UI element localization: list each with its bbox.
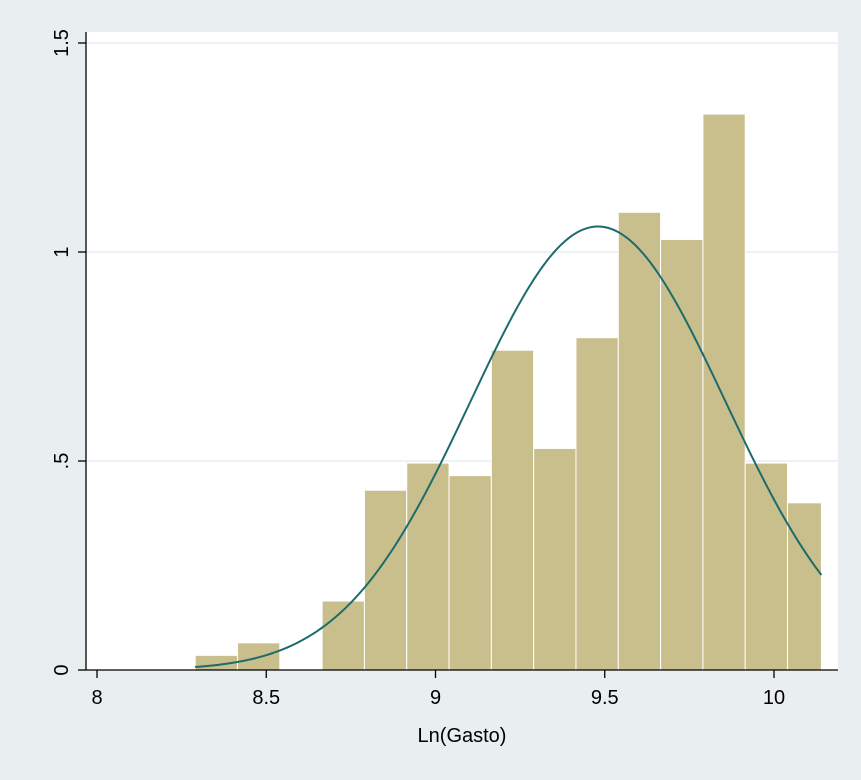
histogram-bar bbox=[533, 447, 577, 671]
histogram-bar bbox=[617, 211, 662, 671]
histogram-bar bbox=[744, 462, 789, 671]
histogram-bar bbox=[236, 642, 281, 671]
x-tick-label: 10 bbox=[763, 687, 785, 709]
x-axis-title: Ln(Gasto) bbox=[418, 725, 507, 747]
y-tick-label: 1 bbox=[51, 246, 73, 257]
y-tick-label: .5 bbox=[51, 453, 73, 470]
histogram-bar bbox=[575, 337, 619, 671]
histogram-bar bbox=[702, 113, 746, 671]
histogram-bar bbox=[787, 502, 822, 671]
x-tick-label: 9.5 bbox=[591, 687, 619, 709]
histogram-bar bbox=[448, 475, 492, 671]
normal-density-curve bbox=[195, 225, 823, 669]
histogram-bars bbox=[194, 113, 822, 671]
axes bbox=[85, 32, 838, 671]
x-tick-label: 9 bbox=[430, 687, 441, 709]
x-tick-label: 8.5 bbox=[252, 687, 280, 709]
axis-ticks: 8 8.5 9 9.5 10 0 .5 1 1.5 bbox=[51, 29, 785, 709]
histogram-bar bbox=[406, 462, 450, 671]
x-tick-label: 8 bbox=[91, 687, 102, 709]
y-tick-label: 0 bbox=[51, 664, 73, 675]
histogram-bar bbox=[490, 349, 535, 671]
y-tick-label: 1.5 bbox=[51, 29, 73, 57]
histogram-bar bbox=[660, 238, 704, 671]
